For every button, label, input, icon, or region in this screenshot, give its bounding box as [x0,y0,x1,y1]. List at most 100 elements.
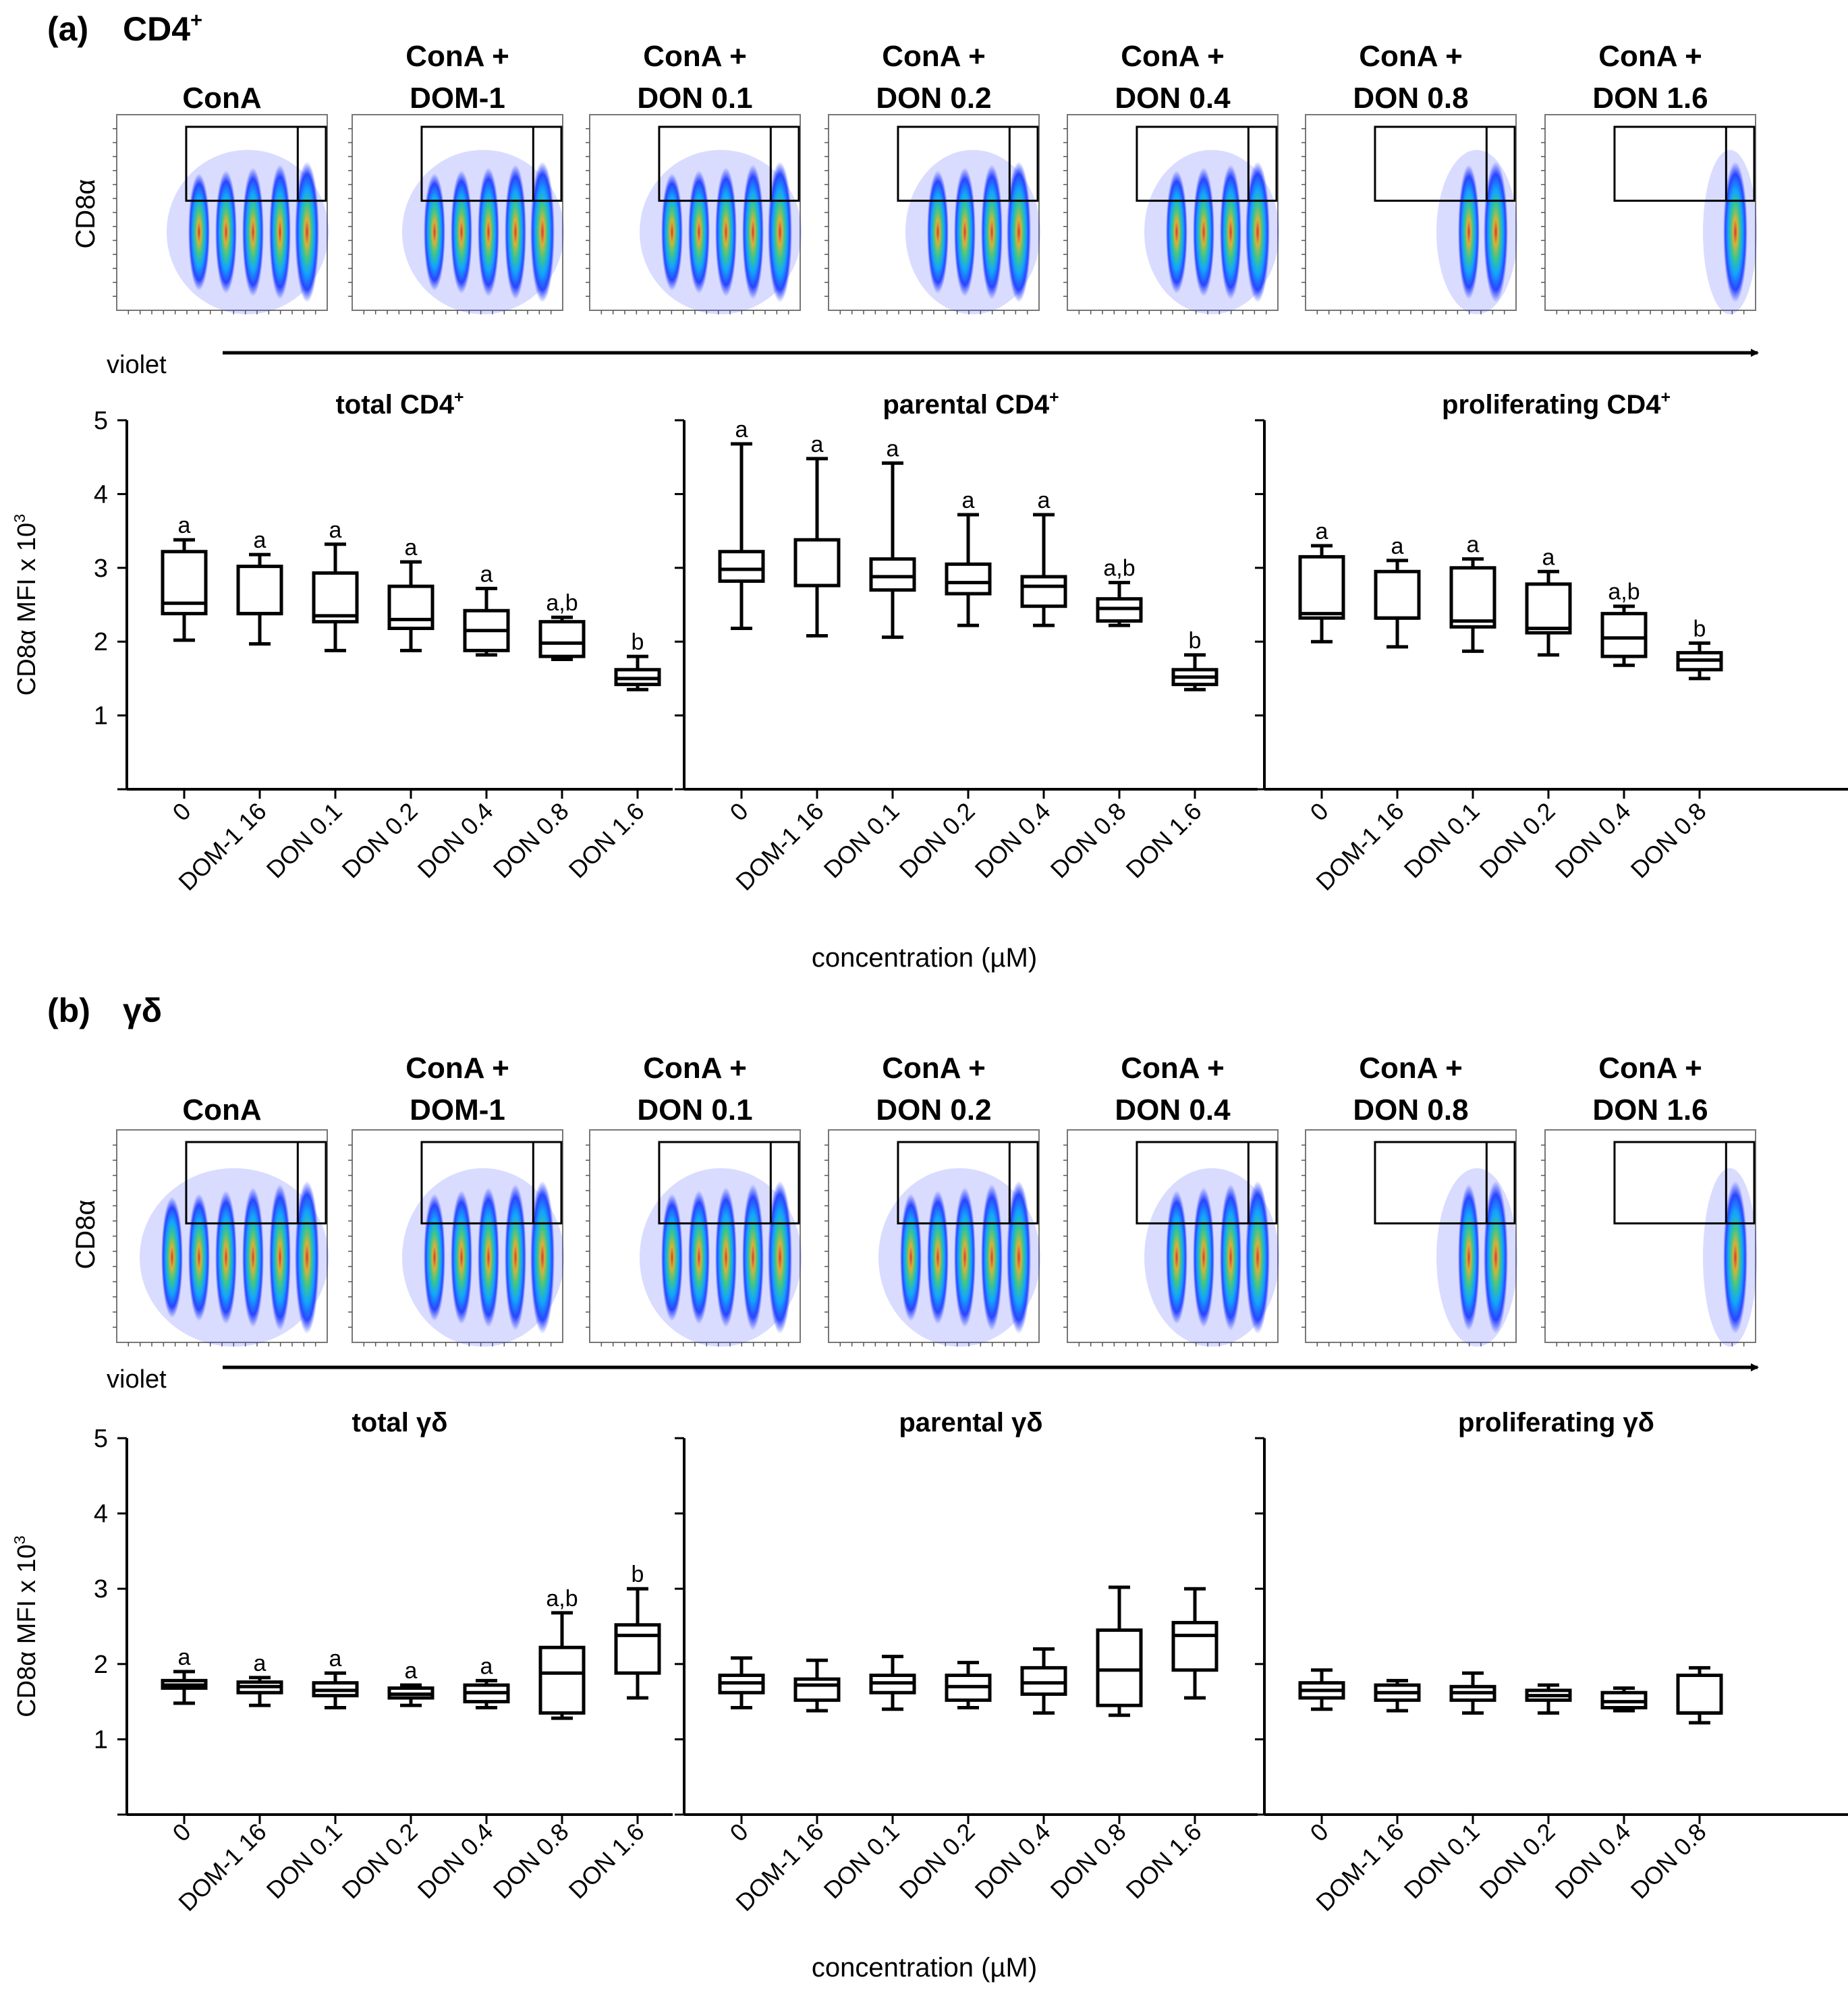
flow-density-peak [188,1193,210,1321]
flow-plot-a-1 [348,114,564,314]
y-tick-label: 3 [94,1575,108,1603]
flow-plot-b-0 [113,1129,329,1347]
flow-density-peak [424,1193,445,1321]
flow-gate-proliferating [185,125,327,202]
chart-title: total γδ [352,1408,447,1438]
significance-label: a [178,1645,191,1670]
chart-title-sup: + [1661,389,1671,407]
flow-plot-a-2 [586,114,802,314]
panel-title-a-sup: + [190,8,202,32]
y-tick-label: 1 [94,702,108,731]
significance-label: a [811,432,824,457]
flow-density-peak [981,164,1003,300]
chart-title-main: proliferating γδ [1458,1408,1654,1438]
significance-label: a [735,417,748,443]
significance-label: a [329,1646,342,1672]
box [236,565,283,616]
flow-plot-b-6 [1541,1129,1757,1347]
flow-density-peak [295,1180,319,1334]
flow-event-halo [402,150,564,314]
y-axis-label-sup: 3 [11,1535,28,1544]
box [1171,1620,1219,1672]
flow-condition-line2: DON 0.8 [1353,82,1468,115]
y-axis-label-sup: 3 [11,514,28,523]
flow-event-halo [1436,1168,1517,1347]
y-tick-label: 4 [94,1500,108,1529]
x-tick-label: DON 0.8 [1625,1818,1712,1904]
box [793,1677,841,1702]
chart-title-sup: + [1049,389,1059,407]
flow-gate-proliferating [1136,1141,1278,1225]
significance-label: a [480,1653,493,1679]
flow-density-peak [768,161,792,303]
significance-label: a,b [546,1586,578,1612]
significance-label: b [1189,628,1202,654]
flow-density-peak [188,173,210,291]
flow-event-halo [140,1168,329,1347]
flow-condition-line2: DON 1.6 [1592,1093,1708,1127]
flow-gate-proliferating [658,1141,800,1225]
x-tick-label: 0 [167,1818,196,1847]
x-tick-label: 0 [725,1818,754,1847]
chart-title-main: proliferating CD4 [1442,390,1661,420]
flow-event-halo [1703,150,1757,314]
flow-condition-line2: DON 0.4 [1115,82,1231,115]
box [1449,566,1496,629]
x-tick-label: DON 0.2 [894,1818,980,1904]
chart-title-main: parental CD4 [883,390,1049,420]
flow-density-peak [1220,164,1241,300]
flow-density-peak [505,1184,526,1331]
x-tick-label: DON 1.6 [1121,1818,1207,1904]
x-tick-label: DON 0.8 [488,1818,574,1904]
chart-title-sup: + [454,389,464,407]
flow-density-peak [900,1193,922,1321]
flow-gate-proliferating [1613,1141,1756,1225]
flow-density-peak [981,1184,1003,1331]
significance-label: a,b [546,590,578,616]
flow-condition-line2: DON 0.2 [876,82,991,115]
y-tick-label: 3 [94,554,108,583]
panel-letter-b: (b) [47,992,90,1029]
x-tick-label: DON 1.6 [563,1818,650,1904]
chart-title: parental CD4+ [883,389,1059,420]
chart-title: proliferating CD4+ [1442,389,1671,420]
chart-title-main: total CD4 [335,390,454,420]
flow-condition-line1: ConA + [1598,40,1702,73]
flow-plot-a-3 [824,114,1040,314]
significance-label: b [632,1562,644,1587]
panel-title-a-main: CD4 [123,10,190,48]
flow-plot-b-1 [348,1129,564,1347]
flow-event-halo [905,150,1040,314]
y-axis-label: CD8α MFI x 103 [11,514,41,695]
x-tick-label: DON 0.8 [1625,797,1712,884]
chart-title: total CD4+ [335,389,464,420]
flow-density-peak [768,1180,792,1334]
flow-plot-b-4 [1063,1129,1279,1347]
flow-density-peak [1193,1187,1214,1328]
box [1096,1628,1143,1707]
flow-condition-line2: DOM-1 [410,1093,505,1127]
flow-condition-line1: ConA + [1121,40,1225,73]
box [538,620,586,658]
flow-gate-proliferating [420,1141,563,1225]
flow-plot-a-5 [1301,114,1517,314]
flow-plot-b-5 [1301,1129,1517,1347]
flow-density-peak [242,1187,264,1328]
x-tick-label: DON 0.1 [818,797,905,884]
panel-title-a: CD4+ [123,8,202,48]
flow-condition-line2: DON 0.1 [637,1093,752,1127]
flow-event-halo [640,1168,802,1347]
box [538,1645,586,1715]
flow-density-peak [530,161,555,303]
x-tick-label: DON 0.4 [1550,797,1636,884]
x-tick-label: DON 1.6 [563,797,650,884]
flow-condition-line1: ConA + [882,1052,986,1085]
flow-condition-line1: ConA + [1121,1052,1225,1085]
box [312,571,359,624]
y-axis-label: CD8α MFI x 103 [11,1535,41,1717]
flow-density-peak [1458,1184,1480,1331]
significance-label: a,b [1608,579,1640,605]
x-tick-label: 0 [725,797,754,826]
